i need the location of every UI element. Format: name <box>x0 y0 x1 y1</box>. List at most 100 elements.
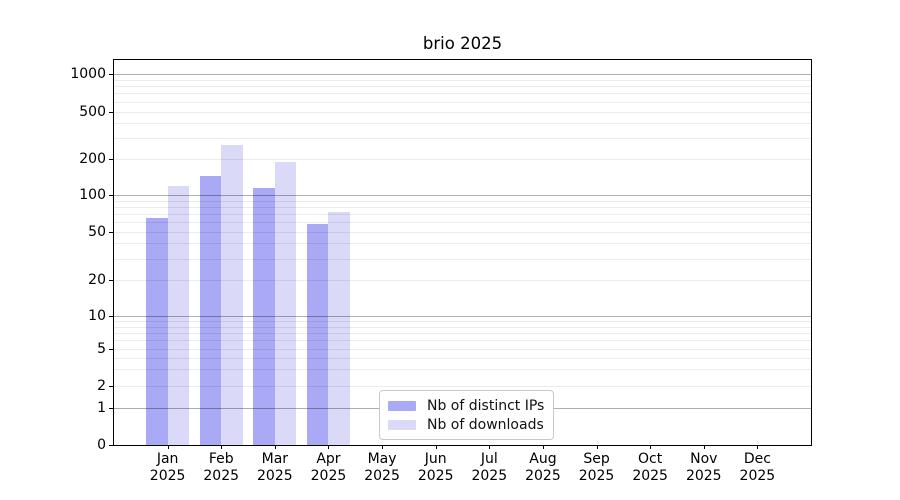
x-tick-label-month: Feb <box>208 451 234 467</box>
minor-gridline-600 <box>114 101 811 103</box>
x-tick-mark-oct <box>650 445 652 449</box>
x-tick-label-year: 2025 <box>310 468 347 484</box>
x-tick-label-year: 2025 <box>257 468 293 484</box>
y-tick-label-1000: 1000 <box>70 66 106 82</box>
y-tick-label-0: 0 <box>97 437 106 453</box>
major-gridline-10 <box>114 316 811 317</box>
y-tick-mark-50 <box>109 231 113 233</box>
x-tick-label-year: 2025 <box>632 468 668 484</box>
legend-swatch-distinct-ips <box>388 400 416 411</box>
minor-gridline-900 <box>114 79 811 81</box>
x-tick-label-year: 2025 <box>578 468 615 484</box>
major-gridline-1000 <box>114 74 811 75</box>
chart-title: brio 2025 <box>422 34 503 53</box>
x-tick-label-month: Jan <box>156 451 179 467</box>
legend-swatch-downloads <box>388 419 416 430</box>
minor-gridline-7 <box>114 332 811 334</box>
x-tick-label-year: 2025 <box>739 468 776 484</box>
minor-gridline-400 <box>114 123 811 125</box>
minor-gridline-70 <box>114 213 811 215</box>
minor-gridline-800 <box>114 86 811 88</box>
x-tick-label-month: Sep <box>583 451 610 467</box>
bar-downloads-feb <box>221 145 243 445</box>
x-tick-mark-dec <box>757 445 759 449</box>
x-tick-label-month: Apr <box>316 451 341 467</box>
x-tick-mark-nov <box>703 445 705 449</box>
y-tick-mark-20 <box>109 280 113 281</box>
legend-item-distinct-ips: Nb of distinct IPs <box>388 396 544 415</box>
minor-gridline-5 <box>114 349 811 350</box>
minor-gridline-50 <box>114 231 811 233</box>
x-tick-label-jan: Jan 2025 <box>136 451 200 485</box>
x-tick-label-dec: Dec 2025 <box>725 451 789 485</box>
x-tick-label-apr: Apr 2025 <box>296 451 360 485</box>
minor-gridline-80 <box>114 206 811 208</box>
x-tick-label-month: Dec <box>743 451 771 467</box>
legend-item-downloads: Nb of downloads <box>388 415 544 434</box>
x-tick-mark-jul <box>489 445 491 449</box>
x-tick-label-year: 2025 <box>203 468 240 484</box>
major-gridline-100 <box>114 195 811 196</box>
minor-gridline-60 <box>114 221 811 223</box>
x-tick-label-aug: Aug 2025 <box>511 451 575 485</box>
legend: Nb of distinct IPs Nb of downloads <box>379 390 555 440</box>
y-tick-mark-1000 <box>109 74 113 75</box>
x-tick-mark-may <box>382 445 384 449</box>
legend-label-distinct-ips: Nb of distinct IPs <box>427 397 545 414</box>
x-tick-label-jun: Jun 2025 <box>404 451 468 485</box>
minor-gridline-9 <box>114 321 811 323</box>
minor-gridline-4 <box>114 357 811 359</box>
x-tick-label-month: Jun <box>424 451 447 467</box>
bar-distinct-ips-feb <box>199 175 222 445</box>
minor-gridline-40 <box>114 243 811 245</box>
y-tick-mark-200 <box>109 159 113 160</box>
x-tick-mark-jan <box>167 445 169 449</box>
x-tick-label-year: 2025 <box>525 468 561 484</box>
minor-gridline-700 <box>114 93 811 95</box>
minor-gridline-200 <box>114 159 811 160</box>
y-tick-label-2: 2 <box>97 377 106 394</box>
y-tick-label-100: 100 <box>79 187 106 203</box>
x-tick-label-month: Jul <box>480 451 498 467</box>
x-tick-mark-mar <box>274 445 276 449</box>
x-tick-mark-feb <box>221 445 223 449</box>
y-tick-mark-2 <box>109 385 113 387</box>
y-tick-mark-100 <box>109 195 113 196</box>
bar-distinct-ips-mar <box>253 187 275 445</box>
x-tick-label-month: Aug <box>529 451 557 467</box>
x-tick-label-jul: Jul 2025 <box>457 451 521 485</box>
y-tick-label-50: 50 <box>88 223 106 240</box>
y-tick-label-500: 500 <box>79 103 106 120</box>
x-tick-label-month: Oct <box>638 451 663 467</box>
legend-label-downloads: Nb of downloads <box>427 416 544 433</box>
bar-distinct-ips-apr <box>306 223 329 445</box>
x-tick-label-oct: Oct 2025 <box>618 451 682 485</box>
minor-gridline-90 <box>114 200 811 202</box>
minor-gridline-6 <box>114 340 811 342</box>
y-tick-label-10: 10 <box>88 308 106 324</box>
y-tick-mark-0 <box>109 445 113 446</box>
x-tick-label-year: 2025 <box>685 468 722 484</box>
x-tick-mark-jun <box>435 445 437 449</box>
minor-gridline-8 <box>114 326 811 328</box>
x-tick-label-mar: Mar 2025 <box>243 451 307 485</box>
x-tick-label-month: May <box>367 451 397 467</box>
y-tick-mark-500 <box>109 111 113 113</box>
x-tick-label-month: Nov <box>690 451 718 467</box>
x-tick-label-month: Mar <box>261 451 289 467</box>
y-tick-label-5: 5 <box>97 341 106 357</box>
minor-gridline-20 <box>114 280 811 281</box>
minor-gridline-2 <box>114 385 811 387</box>
bar-downloads-jan <box>167 185 190 445</box>
y-tick-label-1: 1 <box>97 400 106 416</box>
x-tick-label-year: 2025 <box>149 468 186 484</box>
bar-downloads-mar <box>274 161 297 445</box>
minor-gridline-500 <box>114 111 811 113</box>
x-tick-label-nov: Nov 2025 <box>672 451 736 485</box>
minor-gridline-30 <box>114 258 811 260</box>
x-tick-label-year: 2025 <box>471 468 508 484</box>
x-tick-mark-aug <box>542 445 544 449</box>
bar-downloads-apr <box>328 212 350 445</box>
x-tick-label-feb: Feb 2025 <box>189 451 253 485</box>
